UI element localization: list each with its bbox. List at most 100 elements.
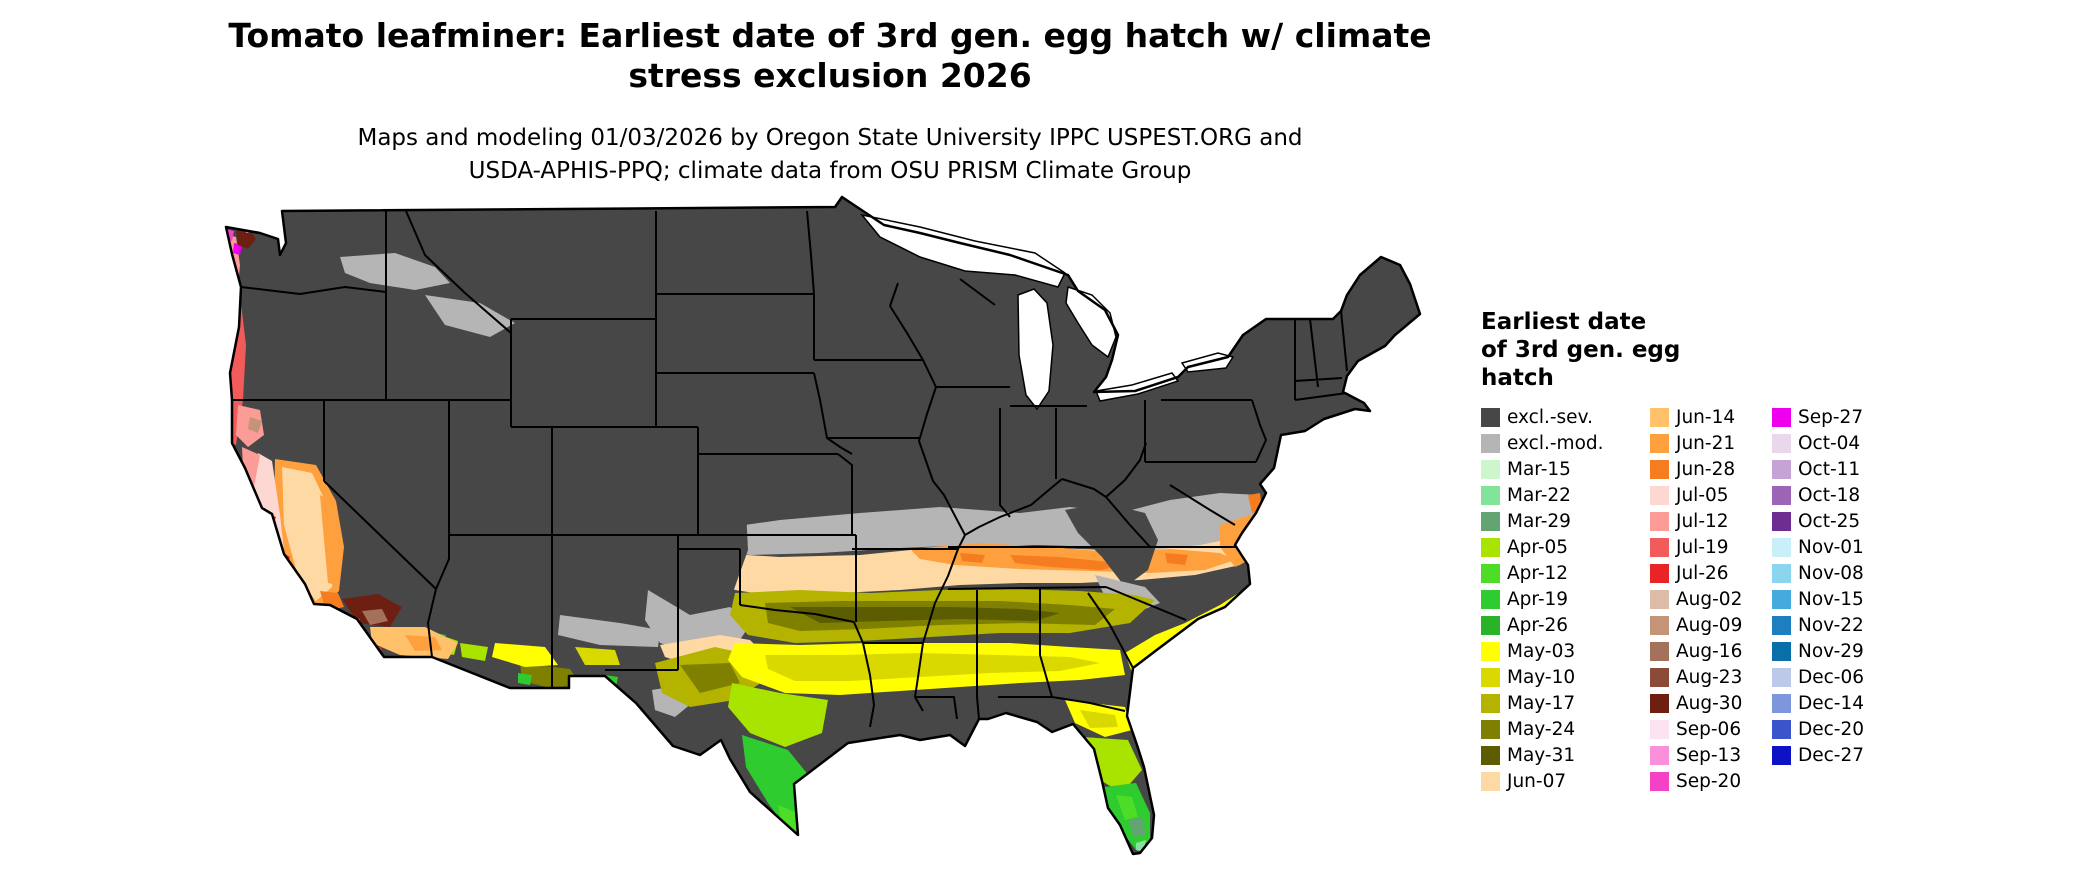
legend-label: Oct-11 xyxy=(1798,458,1861,480)
legend-color-swatch xyxy=(1650,563,1669,583)
map-region xyxy=(558,615,660,647)
legend-color-swatch xyxy=(1481,459,1500,479)
map-title: Tomato leafminer: Earliest date of 3rd g… xyxy=(0,16,1660,96)
legend-color-swatch xyxy=(1772,537,1791,557)
legend-column-3: Sep-27 Oct-04 Oct-11 Oct-18 Oct-25 Nov-01 Nov-… xyxy=(1772,404,1864,768)
legend-label: Sep-20 xyxy=(1676,770,1742,792)
legend-label: Jul-26 xyxy=(1676,562,1729,584)
legend-color-swatch xyxy=(1772,485,1791,505)
map-region xyxy=(236,229,256,249)
map-region xyxy=(742,735,810,833)
legend-row: Apr-05 xyxy=(1481,534,1604,560)
legend-row: Jul-26 xyxy=(1650,560,1742,586)
legend-row: Mar-29 xyxy=(1481,508,1604,534)
state-borders xyxy=(232,210,1348,728)
lake-huron xyxy=(1065,285,1117,359)
legend-title-line1: Earliest date xyxy=(1481,309,1647,335)
legend-color-swatch xyxy=(1772,459,1791,479)
legend-row: Apr-19 xyxy=(1481,586,1604,612)
legend-row: May-24 xyxy=(1481,716,1604,742)
legend-color-swatch xyxy=(1650,641,1669,661)
legend-label: May-10 xyxy=(1507,666,1576,688)
lake-michigan xyxy=(1017,288,1054,411)
map-region xyxy=(425,295,515,337)
legend-color-swatch xyxy=(1481,407,1500,427)
legend-label: Aug-16 xyxy=(1676,640,1743,662)
legend-label: Oct-04 xyxy=(1798,432,1861,454)
legend-color-swatch xyxy=(1650,693,1669,713)
legend-color-swatch xyxy=(1650,485,1669,505)
legend-color-swatch xyxy=(1772,615,1791,635)
legend-label: May-17 xyxy=(1507,692,1576,714)
legend-color-swatch xyxy=(1772,407,1791,427)
legend-color-swatch xyxy=(1650,745,1669,765)
legend-color-swatch xyxy=(1481,771,1500,791)
legend-color-swatch xyxy=(1772,667,1791,687)
legend-color-swatch xyxy=(1772,745,1791,765)
legend-row: Dec-20 xyxy=(1772,716,1864,742)
us-map-container xyxy=(220,195,1430,875)
legend-color-swatch xyxy=(1650,719,1669,739)
legend-row: Aug-16 xyxy=(1650,638,1742,664)
legend-label: Apr-12 xyxy=(1507,562,1569,584)
map-region xyxy=(575,647,620,665)
legend-label: Mar-29 xyxy=(1507,510,1571,532)
legend-color-swatch xyxy=(1481,511,1500,531)
legend-label: Dec-14 xyxy=(1798,692,1865,714)
lake-erie xyxy=(1094,372,1180,402)
map-region xyxy=(765,653,1100,681)
legend-label: Oct-18 xyxy=(1798,484,1861,506)
legend-row: May-03 xyxy=(1481,638,1604,664)
legend-color-swatch xyxy=(1481,433,1500,453)
legend-label: Nov-01 xyxy=(1798,536,1864,558)
map-region xyxy=(1128,817,1146,837)
legend-label: Nov-29 xyxy=(1798,640,1864,662)
map-region xyxy=(492,643,558,667)
legend-color-swatch xyxy=(1481,693,1500,713)
legend-color-swatch xyxy=(1481,589,1500,609)
legend-color-swatch xyxy=(1772,589,1791,609)
legend-row: Nov-08 xyxy=(1772,560,1864,586)
legend-row: May-17 xyxy=(1481,690,1604,716)
map-subtitle-line1: Maps and modeling 01/03/2026 by Oregon S… xyxy=(357,125,1303,151)
legend-color-swatch xyxy=(1772,693,1791,713)
legend-label: Aug-02 xyxy=(1676,588,1743,610)
legend-title-line3: hatch xyxy=(1481,365,1554,391)
legend-row: May-31 xyxy=(1481,742,1604,768)
legend-row: Mar-15 xyxy=(1481,456,1604,482)
map-region xyxy=(1116,795,1138,820)
legend-label: Dec-06 xyxy=(1798,666,1865,688)
map-region xyxy=(1065,503,1158,587)
legend: Earliest date of 3rd gen. egg hatch excl… xyxy=(1481,308,2081,792)
legend-label: Dec-27 xyxy=(1798,744,1865,766)
legend-color-swatch xyxy=(1650,459,1669,479)
map-title-line1: Tomato leafminer: Earliest date of 3rd g… xyxy=(228,16,1432,55)
legend-label: excl.-sev. xyxy=(1507,406,1593,428)
legend-row: Nov-29 xyxy=(1772,638,1864,664)
legend-row: Jun-21 xyxy=(1650,430,1742,456)
us-choropleth-map xyxy=(224,195,1422,856)
legend-row: excl.-mod. xyxy=(1481,430,1604,456)
legend-row: Oct-04 xyxy=(1772,430,1864,456)
legend-label: May-24 xyxy=(1507,718,1576,740)
lake-superior xyxy=(860,213,1066,288)
legend-label: Sep-13 xyxy=(1676,744,1742,766)
map-region xyxy=(1010,555,1125,570)
map-region xyxy=(320,495,340,585)
legend-row: Sep-13 xyxy=(1650,742,1742,768)
map-region xyxy=(340,253,450,290)
legend-row: Nov-01 xyxy=(1772,534,1864,560)
legend-row: Jun-14 xyxy=(1650,404,1742,430)
legend-label: Aug-30 xyxy=(1676,692,1743,714)
map-region xyxy=(728,683,828,747)
legend-color-swatch xyxy=(1650,511,1669,531)
legend-row: Oct-25 xyxy=(1772,508,1864,534)
legend-color-swatch xyxy=(1481,563,1500,583)
map-subtitle: Maps and modeling 01/03/2026 by Oregon S… xyxy=(0,122,1660,188)
legend-color-swatch xyxy=(1772,433,1791,453)
legend-row: Jun-28 xyxy=(1650,456,1742,482)
legend-title-line2: of 3rd gen. egg xyxy=(1481,337,1681,363)
legend-row: Sep-27 xyxy=(1772,404,1864,430)
legend-label: Nov-08 xyxy=(1798,562,1864,584)
legend-row: Oct-11 xyxy=(1772,456,1864,482)
